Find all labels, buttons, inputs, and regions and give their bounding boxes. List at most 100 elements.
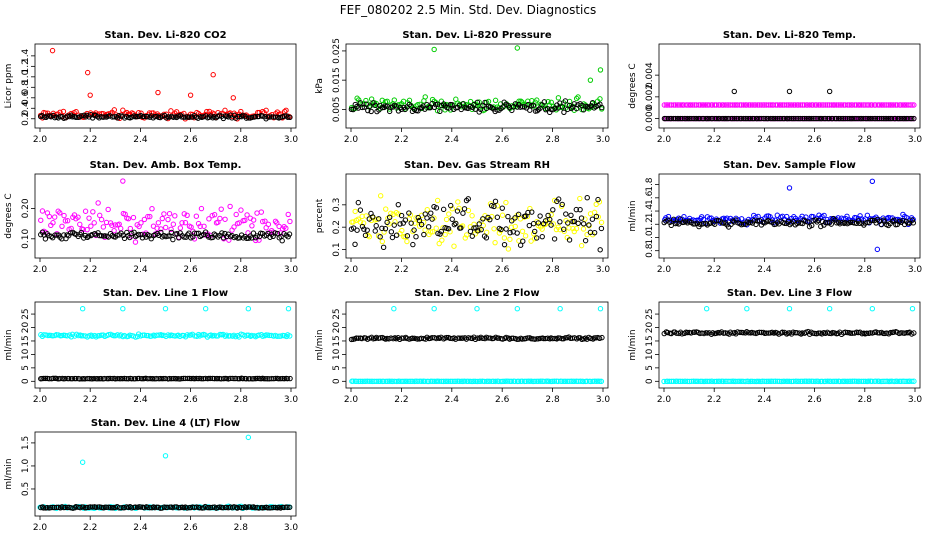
data-point — [794, 378, 800, 385]
data-point — [281, 504, 287, 511]
data-point — [188, 375, 194, 382]
data-point — [287, 375, 293, 382]
data-point — [743, 102, 750, 108]
data-point — [217, 215, 223, 222]
data-point — [386, 378, 393, 384]
data-point — [354, 103, 360, 110]
series-secondary — [661, 305, 917, 385]
data-point — [404, 233, 411, 239]
data-point — [514, 104, 521, 110]
y-tick-label: 0.8 — [645, 243, 655, 258]
data-point — [747, 102, 753, 108]
series-primary — [661, 215, 917, 230]
data-point — [263, 107, 269, 114]
data-point — [272, 114, 279, 120]
y-tick-label: 25 — [645, 308, 655, 319]
data-point — [516, 238, 522, 244]
data-point — [866, 102, 872, 108]
y-tick-label: 0.1 — [332, 242, 342, 256]
data-point — [243, 115, 250, 121]
data-point — [49, 333, 56, 339]
data-point — [500, 104, 506, 110]
data-point — [787, 102, 793, 108]
data-point — [147, 213, 153, 220]
data-point — [909, 217, 916, 223]
data-point — [744, 305, 750, 312]
data-point — [286, 231, 293, 237]
data-point — [111, 227, 117, 234]
data-point — [846, 102, 853, 108]
data-point — [492, 198, 499, 205]
data-point — [463, 232, 470, 238]
data-point — [434, 108, 441, 114]
data-point — [95, 200, 101, 206]
data-point — [566, 237, 573, 243]
data-point — [415, 378, 421, 384]
data-point — [778, 102, 784, 108]
data-point — [391, 222, 397, 228]
y-tick-label: 0.000 — [645, 105, 655, 131]
data-point — [789, 102, 795, 108]
x-tick-label: 2.6 — [807, 265, 822, 275]
data-point — [256, 233, 263, 240]
data-point — [350, 106, 356, 113]
data-point — [491, 226, 497, 232]
data-point — [786, 115, 793, 122]
data-point — [786, 88, 793, 95]
panel-title: Stan. Dev. Li-820 CO2 — [104, 30, 226, 41]
data-point — [356, 378, 362, 385]
x-tick-label: 3.0 — [284, 265, 299, 275]
data-point — [907, 102, 914, 108]
data-point — [424, 207, 430, 213]
data-point — [159, 113, 165, 119]
data-point — [149, 205, 155, 212]
data-point — [530, 102, 537, 108]
data-point — [359, 104, 365, 111]
data-point — [805, 328, 811, 335]
data-point — [235, 332, 241, 339]
x-tick-label: 2.4 — [133, 523, 148, 533]
data-point — [778, 378, 785, 385]
data-point — [285, 211, 291, 218]
data-point — [588, 335, 594, 342]
data-point — [898, 115, 904, 122]
data-point — [406, 378, 412, 385]
data-point — [756, 378, 762, 385]
data-point — [787, 221, 793, 228]
data-point — [778, 330, 785, 336]
data-point — [66, 375, 72, 382]
data-point — [451, 378, 457, 385]
data-point — [206, 216, 212, 222]
data-point — [384, 98, 390, 105]
data-point — [869, 217, 876, 224]
data-point — [559, 378, 565, 385]
data-point — [425, 224, 432, 230]
data-point — [595, 196, 601, 203]
chart-panel: Stan. Dev. Li-820 CO2 Licor ppm 2.0 2.2 2.4 2… — [4, 30, 298, 145]
data-point — [563, 211, 569, 217]
data-point — [262, 218, 268, 224]
data-point — [84, 226, 90, 233]
y-tick-label: 0.5 — [21, 482, 31, 496]
data-point — [53, 504, 60, 511]
data-point — [79, 459, 86, 465]
data-point — [198, 205, 205, 212]
data-point — [352, 241, 358, 248]
data-point — [467, 98, 474, 105]
series-secondary — [38, 305, 293, 340]
data-point — [855, 115, 861, 122]
data-point — [100, 114, 106, 120]
data-point — [409, 378, 416, 385]
data-point — [724, 102, 730, 108]
x-tick-label: 2.2 — [394, 265, 408, 275]
data-point — [429, 229, 436, 235]
data-point — [876, 378, 882, 384]
data-point — [283, 107, 289, 113]
data-point — [382, 103, 388, 109]
data-point — [751, 115, 757, 122]
data-point — [85, 233, 92, 239]
data-point — [862, 378, 869, 384]
data-point — [451, 221, 458, 228]
data-point — [857, 213, 863, 219]
data-point — [864, 102, 870, 108]
